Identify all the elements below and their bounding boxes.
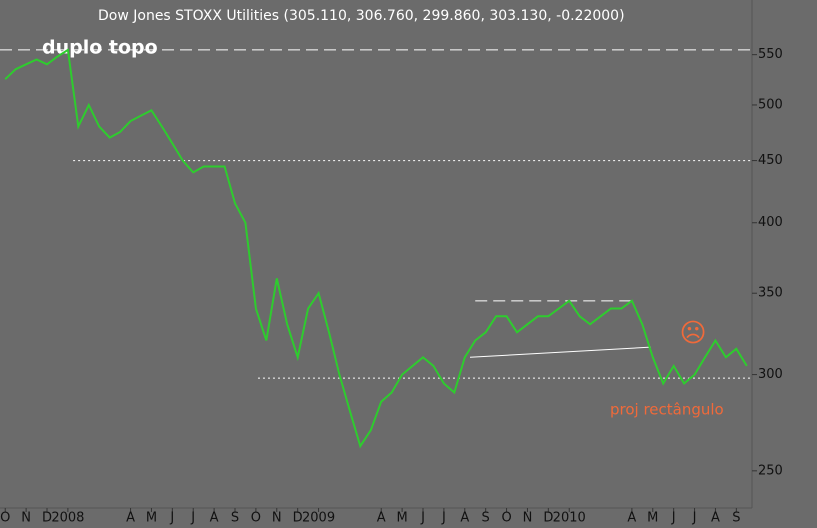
x-tick-label: O (251, 511, 261, 526)
x-tick-label: M (647, 511, 658, 526)
x-tick-label: O (0, 511, 10, 526)
x-tick-label: O (501, 511, 511, 526)
x-tick-label: D (543, 511, 553, 526)
x-tick-label: J (671, 511, 676, 526)
x-tick-label: N (21, 511, 31, 526)
x-tick-label: J (692, 511, 697, 526)
x-tick-label: M (146, 511, 157, 526)
x-tick-label: A (210, 511, 219, 526)
x-tick-label: J (420, 511, 425, 526)
x-tick-label: J (190, 511, 195, 526)
x-tick-label: S (482, 511, 490, 526)
x-tick-label: 2009 (302, 511, 335, 526)
x-tick-label: A (627, 511, 636, 526)
annotation: proj rectângulo (610, 401, 724, 419)
annotation: ☹ (679, 319, 706, 349)
y-tick-label: 300 (758, 367, 783, 382)
y-tick-label: 500 (758, 97, 783, 112)
x-tick-label: S (732, 511, 740, 526)
y-tick-label: 350 (758, 286, 783, 301)
x-tick-label: D (293, 511, 303, 526)
reference-line (469, 346, 651, 358)
chart-title: Dow Jones STOXX Utilities (305.110, 306.… (98, 8, 625, 24)
x-tick-label: A (711, 511, 720, 526)
x-tick-label: A (460, 511, 469, 526)
y-tick-label: 400 (758, 215, 783, 230)
x-tick-label: 2010 (553, 511, 586, 526)
x-tick-label: N (272, 511, 282, 526)
x-tick-label: J (441, 511, 446, 526)
price-line (4, 48, 748, 449)
x-tick-label: D (42, 511, 52, 526)
annotation: duplo topo (42, 37, 158, 59)
x-tick-label: J (169, 511, 174, 526)
y-tick-label: 550 (758, 47, 783, 62)
x-tick-label: 2008 (51, 511, 84, 526)
x-tick-label: N (523, 511, 533, 526)
y-tick-label: 250 (758, 463, 783, 478)
x-tick-label: S (231, 511, 239, 526)
x-tick-label: A (126, 511, 135, 526)
x-tick-label: M (397, 511, 408, 526)
y-tick-label: 450 (758, 153, 783, 168)
x-tick-label: A (377, 511, 386, 526)
